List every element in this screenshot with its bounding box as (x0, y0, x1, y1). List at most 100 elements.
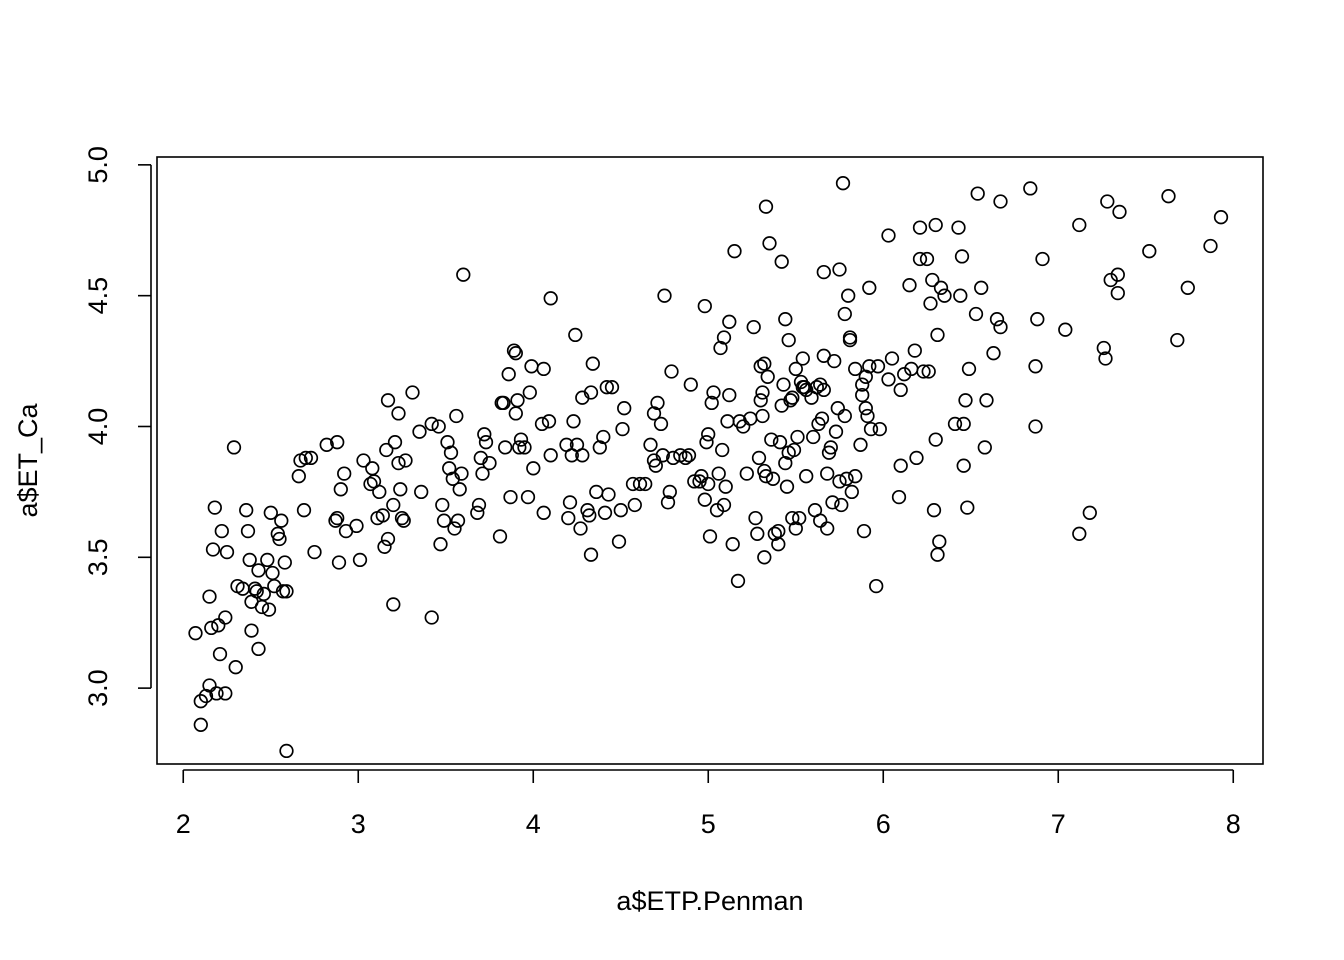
data-point (814, 411, 830, 426)
data-point (1035, 251, 1050, 267)
data-point (1028, 419, 1043, 434)
data-point (601, 487, 616, 502)
data-point (303, 450, 319, 466)
data-point (753, 393, 768, 408)
data-point (1096, 340, 1111, 356)
data-point (820, 521, 835, 536)
data-point (627, 497, 642, 513)
plot-frame (156, 156, 1264, 765)
data-point (993, 194, 1008, 209)
data-point (452, 482, 467, 497)
data-point (1203, 238, 1218, 254)
data-point (226, 440, 242, 455)
data-point (398, 453, 413, 468)
data-point (760, 369, 775, 384)
data-point (928, 217, 943, 233)
data-point (664, 364, 679, 379)
data-point (730, 573, 746, 589)
data-point (1142, 244, 1157, 259)
data-point (391, 455, 406, 471)
data-point (561, 510, 576, 526)
data-point (391, 406, 406, 421)
data-point (662, 484, 677, 500)
data-point (750, 526, 765, 541)
data-point (897, 367, 912, 382)
data-point (813, 513, 828, 528)
data-point (330, 510, 345, 526)
data-point (534, 416, 550, 432)
data-point (928, 432, 943, 447)
data-point (394, 510, 410, 526)
data-point (839, 471, 854, 486)
data-point (617, 401, 632, 416)
data-point (443, 445, 459, 460)
data-point (702, 529, 718, 544)
data-point (328, 513, 343, 528)
data-point (471, 497, 487, 513)
data-point (1030, 312, 1045, 327)
data-point (926, 503, 942, 518)
data-point (256, 586, 271, 602)
data-point (506, 343, 522, 358)
data-point (379, 442, 394, 458)
data-point (751, 450, 767, 466)
data-point (291, 469, 306, 484)
data-point (720, 414, 735, 429)
data-point (716, 497, 732, 513)
data-point (919, 251, 935, 267)
data-point (788, 361, 803, 377)
data-point (211, 618, 226, 633)
data-point (228, 660, 243, 675)
data-point (349, 518, 364, 534)
data-point (716, 330, 732, 345)
data-point (930, 547, 945, 562)
data-point (832, 262, 847, 277)
data-point (592, 440, 607, 455)
data-point (1161, 189, 1176, 204)
data-point (218, 610, 233, 625)
data-point (774, 254, 789, 269)
data-point (785, 390, 800, 405)
data-point (218, 686, 233, 701)
data-point (575, 448, 590, 463)
data-point (589, 484, 604, 500)
data-point (431, 419, 446, 434)
data-point (396, 513, 411, 528)
data-point (757, 356, 772, 371)
data-point (279, 743, 294, 759)
data-point (893, 458, 908, 473)
data-point (380, 531, 396, 547)
data-point (512, 440, 527, 455)
data-point (837, 408, 852, 424)
data-point (475, 466, 490, 481)
data-point (961, 361, 977, 377)
data-point (778, 312, 793, 327)
data-point (454, 466, 469, 481)
data-point (767, 526, 782, 541)
data-point (433, 537, 448, 552)
data-point (387, 435, 403, 450)
data-point (596, 429, 611, 445)
data-point (820, 466, 835, 481)
data-point (755, 385, 770, 400)
data-point (678, 450, 693, 466)
data-point (989, 312, 1005, 327)
data-point (536, 361, 551, 377)
data-point (202, 678, 217, 693)
data-point (856, 523, 872, 539)
data-point (853, 437, 868, 452)
data-point (979, 393, 994, 408)
data-point (517, 440, 532, 455)
data-point (816, 264, 831, 280)
data-point (881, 228, 896, 243)
y-axis: 3.0 3.5 4.0 4.5 5.0 (83, 146, 152, 707)
data-point (1082, 505, 1097, 520)
data-point (279, 584, 294, 599)
data-point (510, 393, 525, 408)
data-point (424, 416, 439, 432)
data-point (585, 356, 600, 371)
data-point (543, 291, 558, 306)
data-point (816, 382, 831, 398)
data-point (912, 220, 928, 235)
